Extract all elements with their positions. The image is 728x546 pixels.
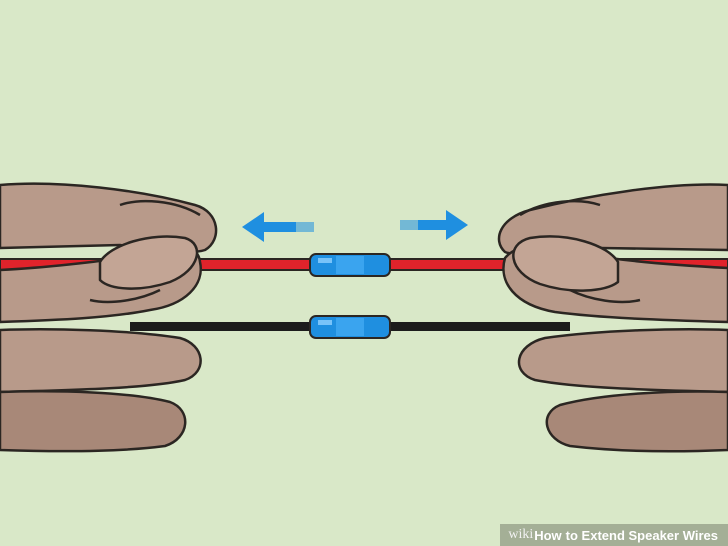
red-wire-connector [309,253,391,277]
left-arrow-icon [242,212,314,242]
left-hand [0,182,218,453]
right-hand [497,183,728,453]
black-wire-connector [309,315,391,339]
watermark-brand: wiki [508,527,534,542]
watermark-title: to Extend Speaker Wires [565,527,718,543]
watermark: wiki How to Extend Speaker Wires [500,524,728,546]
right-arrow-icon [400,210,468,240]
watermark-how: How [534,527,562,543]
